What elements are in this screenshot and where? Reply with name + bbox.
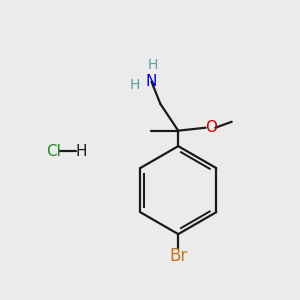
Text: Br: Br: [169, 247, 188, 265]
Text: H: H: [130, 78, 140, 92]
Text: H: H: [76, 144, 87, 159]
Text: H: H: [148, 58, 158, 72]
Text: Cl: Cl: [46, 144, 61, 159]
Text: N: N: [146, 74, 157, 89]
Text: O: O: [205, 120, 217, 135]
